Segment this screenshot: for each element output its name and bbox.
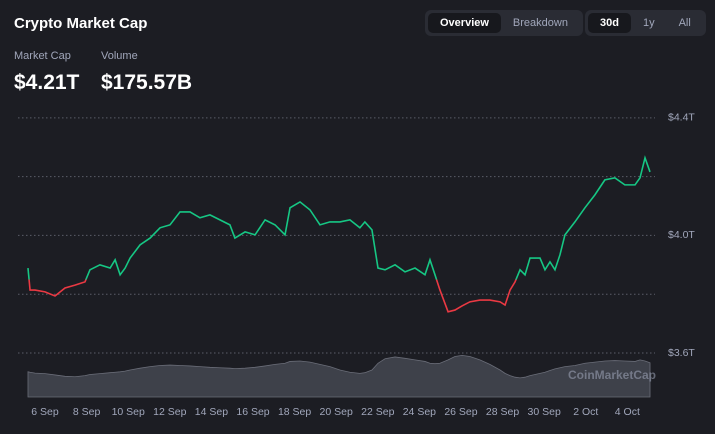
range-tabs: 30d 1y All [585,10,706,36]
stat-value: $4.21T [14,71,80,94]
tab[interactable]: Breakdown [512,17,568,29]
x-tick-label: 10 Sep [112,406,145,418]
stat-value: $175.57B [101,71,193,94]
x-tick-label: 14 Sep [195,406,228,418]
stat: Market Cap $4.21T [14,50,79,95]
x-tick-label: 24 Sep [403,406,436,418]
y-tick-label: $4.4T [668,112,695,124]
tab[interactable]: All [678,17,691,29]
stat-label: Volume [101,50,138,62]
x-tick-label: 8 Sep [73,406,101,418]
view-tabs: Overview Breakdown [425,10,583,36]
x-tick-label: 20 Sep [320,406,353,418]
x-tick-label: 18 Sep [278,406,311,418]
x-tick-label: 28 Sep [486,406,519,418]
tab[interactable]: 30d [588,13,631,33]
watermark: CoinMarketCap [568,368,656,382]
x-tick-label: 4 Oct [615,406,640,418]
stat-label: Market Cap [14,50,71,62]
line-up [27,155,651,280]
y-tick-label: $4.0T [668,229,695,241]
x-tick-label: 12 Sep [153,406,186,418]
x-tick-label: 6 Sep [31,406,59,418]
x-tick-label: 30 Sep [528,406,561,418]
x-tick-label: 26 Sep [444,406,477,418]
volume-area [27,354,651,398]
x-tick-label: 22 Sep [361,406,394,418]
x-tick-label: 2 Oct [573,406,598,418]
tab[interactable]: Overview [428,13,501,33]
x-tick-label: 16 Sep [236,406,269,418]
y-tick-label: $3.6T [668,347,695,359]
stat: Volume $175.57B [101,50,192,95]
tab[interactable]: 1y [642,17,655,29]
line-down [28,279,517,313]
title: Crypto Market Cap [14,15,148,32]
